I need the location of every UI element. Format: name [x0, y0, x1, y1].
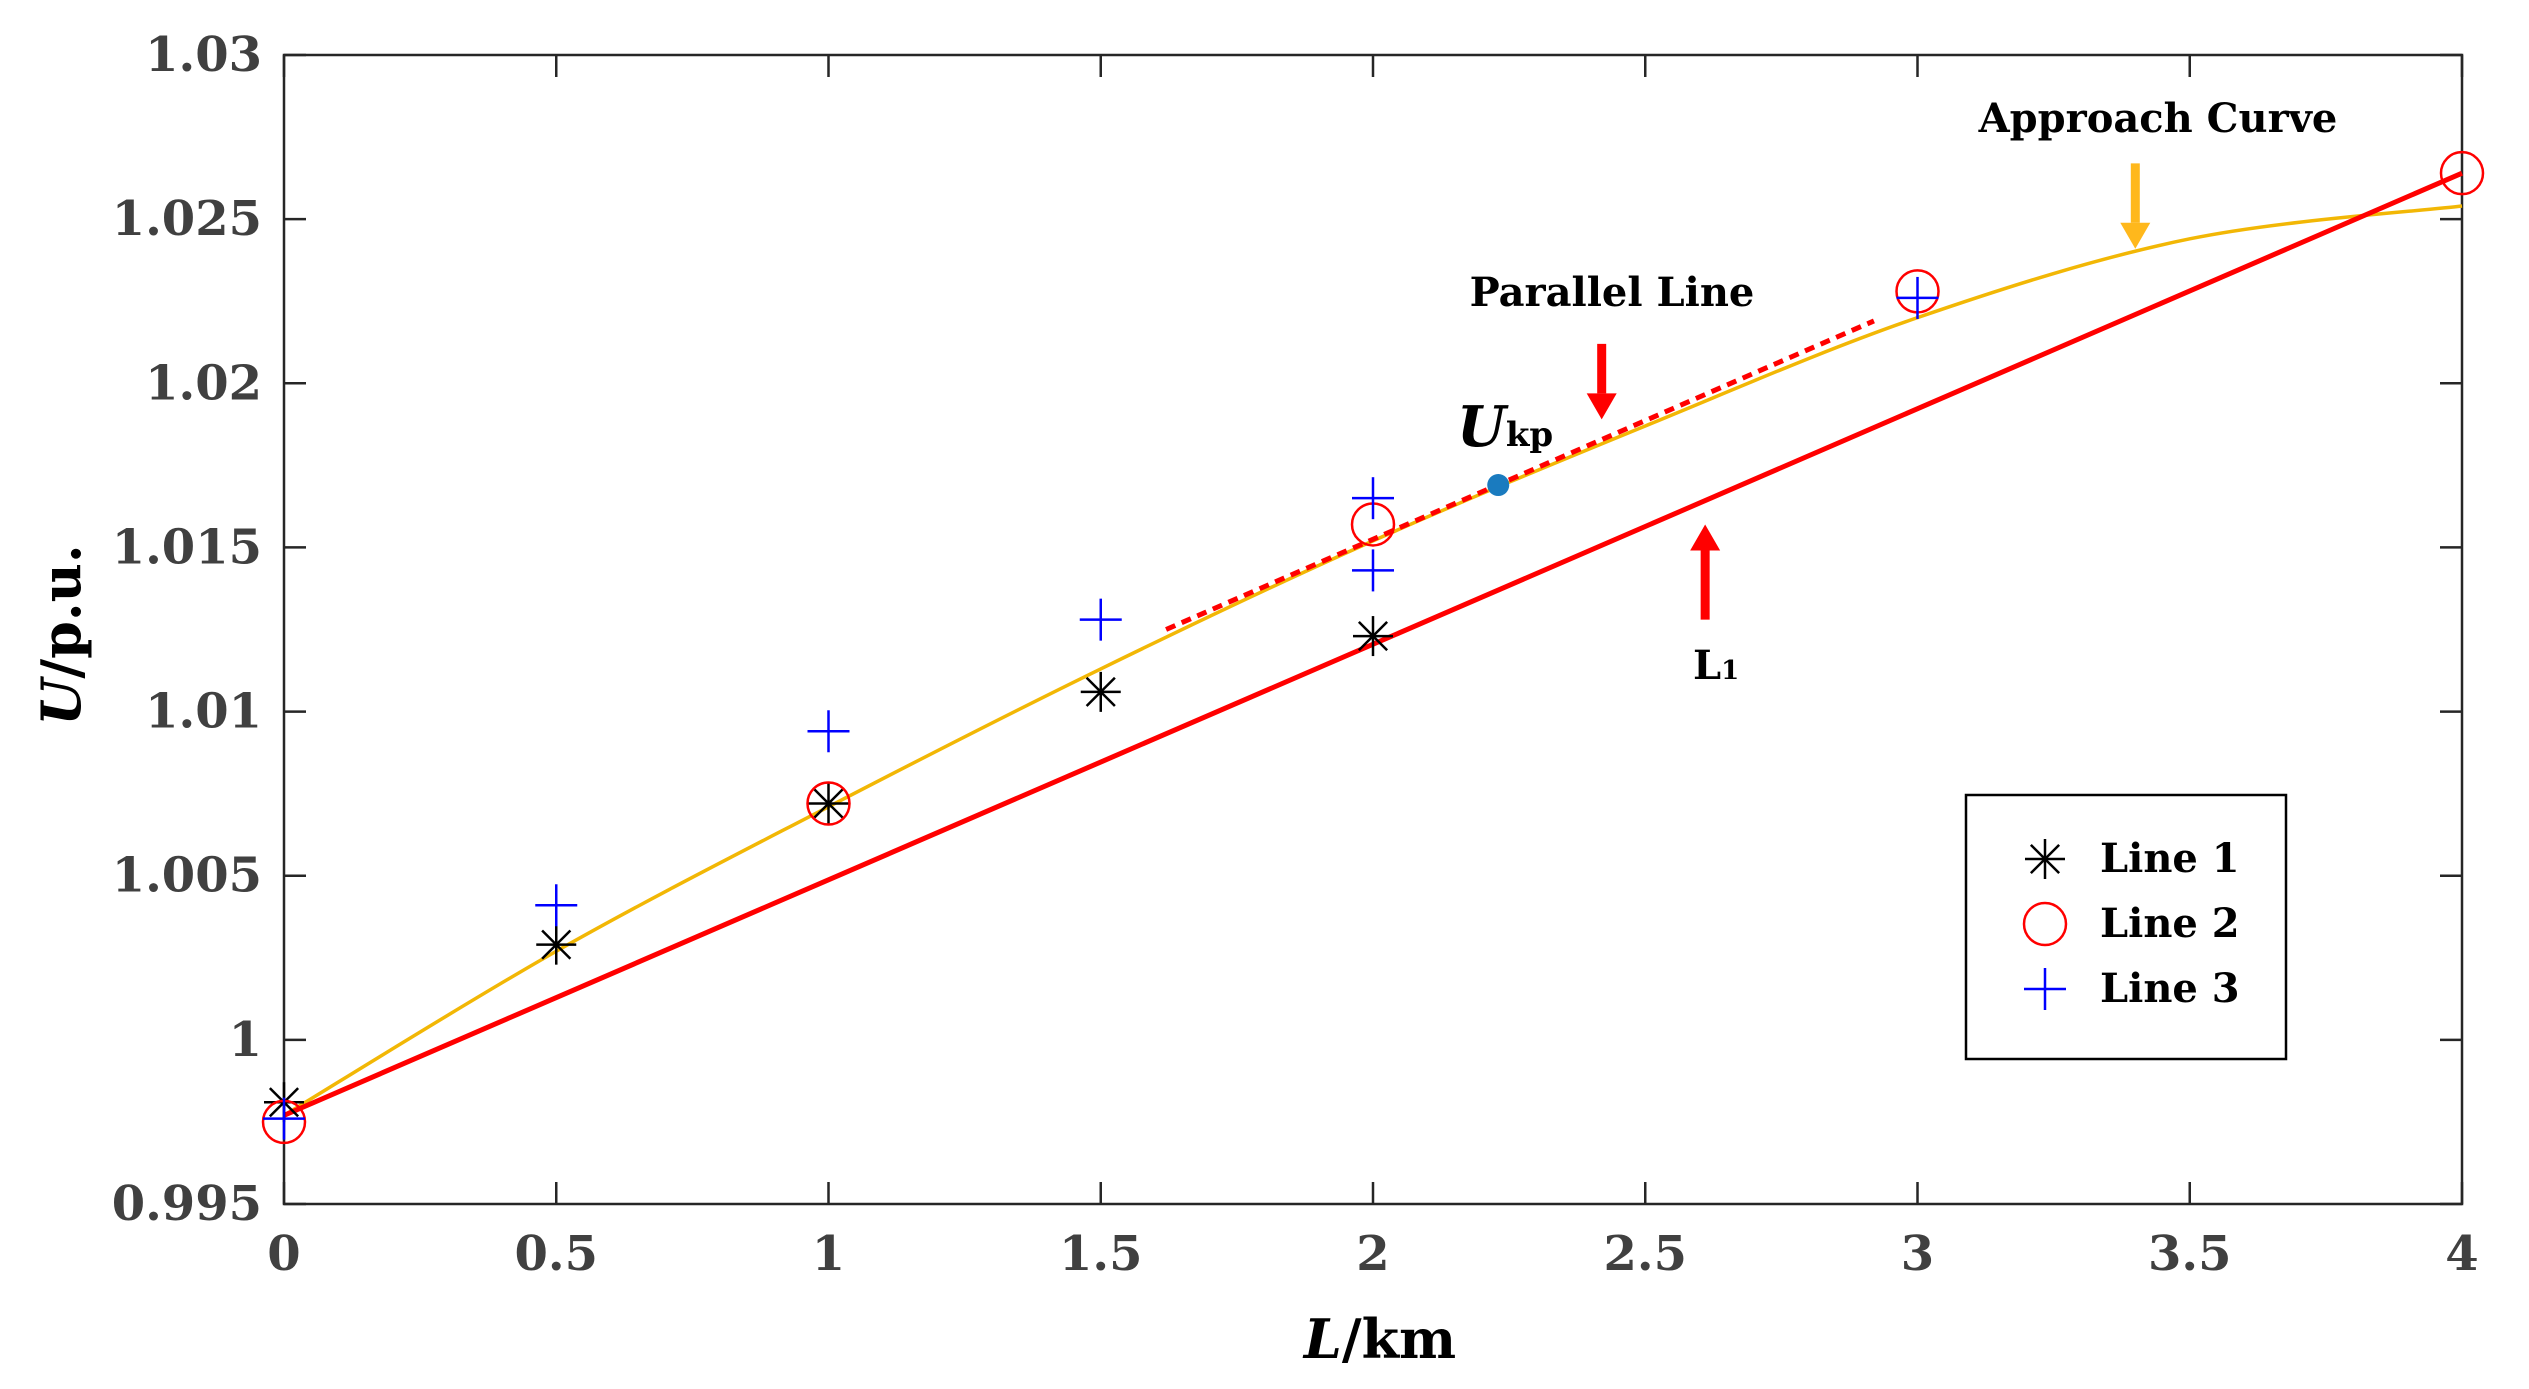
x-tick-label: 1 — [812, 1226, 845, 1282]
ukp-label: Ukp — [1457, 394, 1553, 460]
legend-marker-line-2 — [2022, 901, 2068, 947]
approach-curve-label: Approach Curve — [1978, 95, 2338, 142]
y-tick-label: 0.995 — [112, 1176, 262, 1232]
marker-line-3 — [807, 710, 850, 753]
marker-line-2 — [2439, 150, 2485, 196]
legend: Line 1 Line 2 Line 3 — [1964, 793, 2288, 1061]
circle-stroke — [2022, 901, 2068, 947]
marker-line-3 — [1079, 598, 1122, 641]
asterisk-stroke — [1357, 621, 1389, 652]
x-axis-title: L/km — [1302, 1307, 1456, 1371]
marker-line-3 — [1352, 549, 1394, 592]
x-tick-label: 2 — [1356, 1226, 1389, 1282]
legend-box — [1964, 793, 2288, 1061]
y-axis-title: U/p.u. — [29, 544, 93, 725]
legend-marker-line-3 — [2024, 968, 2066, 1010]
annotations — [1586, 163, 2151, 620]
markers — [261, 150, 2485, 1145]
asterisk-stroke — [541, 929, 572, 960]
y-tick-label: 1.015 — [112, 519, 262, 575]
asterisk-stroke — [813, 788, 844, 819]
line-parallel-line — [1165, 318, 1875, 632]
x-tick-label: 3.5 — [2148, 1226, 2232, 1282]
marker-line-1 — [1353, 616, 1393, 657]
y-tick-label: 1.01 — [145, 684, 262, 740]
arrow-approach-curve-head — [2120, 222, 2151, 249]
l1-label: L1 — [1693, 642, 1739, 689]
marker-line-3 — [263, 1097, 305, 1140]
marker-line-3 — [1352, 477, 1394, 520]
x-axis-ticks: 0 0.5 1 1.5 2 2.5 3 3.5 4 — [267, 55, 2479, 1282]
y-tick-label: 1.02 — [145, 355, 262, 411]
legend-label-line-1: Line 1 — [2100, 835, 2240, 882]
ukp-point — [1487, 474, 1510, 497]
x-tick-label: 3 — [1901, 1226, 1934, 1282]
marker-line-3 — [1896, 276, 1939, 319]
y-tick-label: 1.005 — [112, 848, 262, 904]
x-tick-label: 1.5 — [1059, 1226, 1143, 1282]
y-tick-label: 1.03 — [145, 27, 262, 83]
legend-markers — [2022, 839, 2068, 1010]
legend-marker-line-1 — [2025, 839, 2065, 879]
x-tick-label: 4 — [2445, 1226, 2478, 1282]
x-tick-label: 0 — [267, 1226, 300, 1282]
marker-line-3 — [535, 884, 578, 927]
circle-stroke — [2439, 150, 2485, 196]
asterisk-stroke — [2029, 843, 2061, 875]
arrow-l1-head — [1690, 524, 1721, 551]
y-axis-ticks: 0.995 1 1.005 1.01 1.015 1.02 1.025 1.03 — [112, 27, 2462, 1232]
legend-label-line-3: Line 3 — [2100, 965, 2240, 1012]
marker-line-1 — [808, 783, 849, 824]
circle-stroke — [806, 781, 851, 826]
x-tick-label: 2.5 — [1603, 1226, 1687, 1282]
y-tick-label: 1 — [229, 1012, 262, 1068]
arrow-parallel-line-head — [1586, 393, 1617, 420]
asterisk-stroke — [1085, 676, 1116, 707]
legend-label-line-2: Line 2 — [2100, 900, 2240, 947]
y-tick-label: 1.025 — [112, 191, 262, 247]
x-tick-label: 0.5 — [514, 1226, 598, 1282]
marker-line-1 — [1080, 671, 1121, 712]
marker-line-1 — [536, 924, 577, 965]
parallel-line-label: Parallel Line — [1470, 269, 1755, 316]
marker-line-2 — [806, 781, 851, 826]
